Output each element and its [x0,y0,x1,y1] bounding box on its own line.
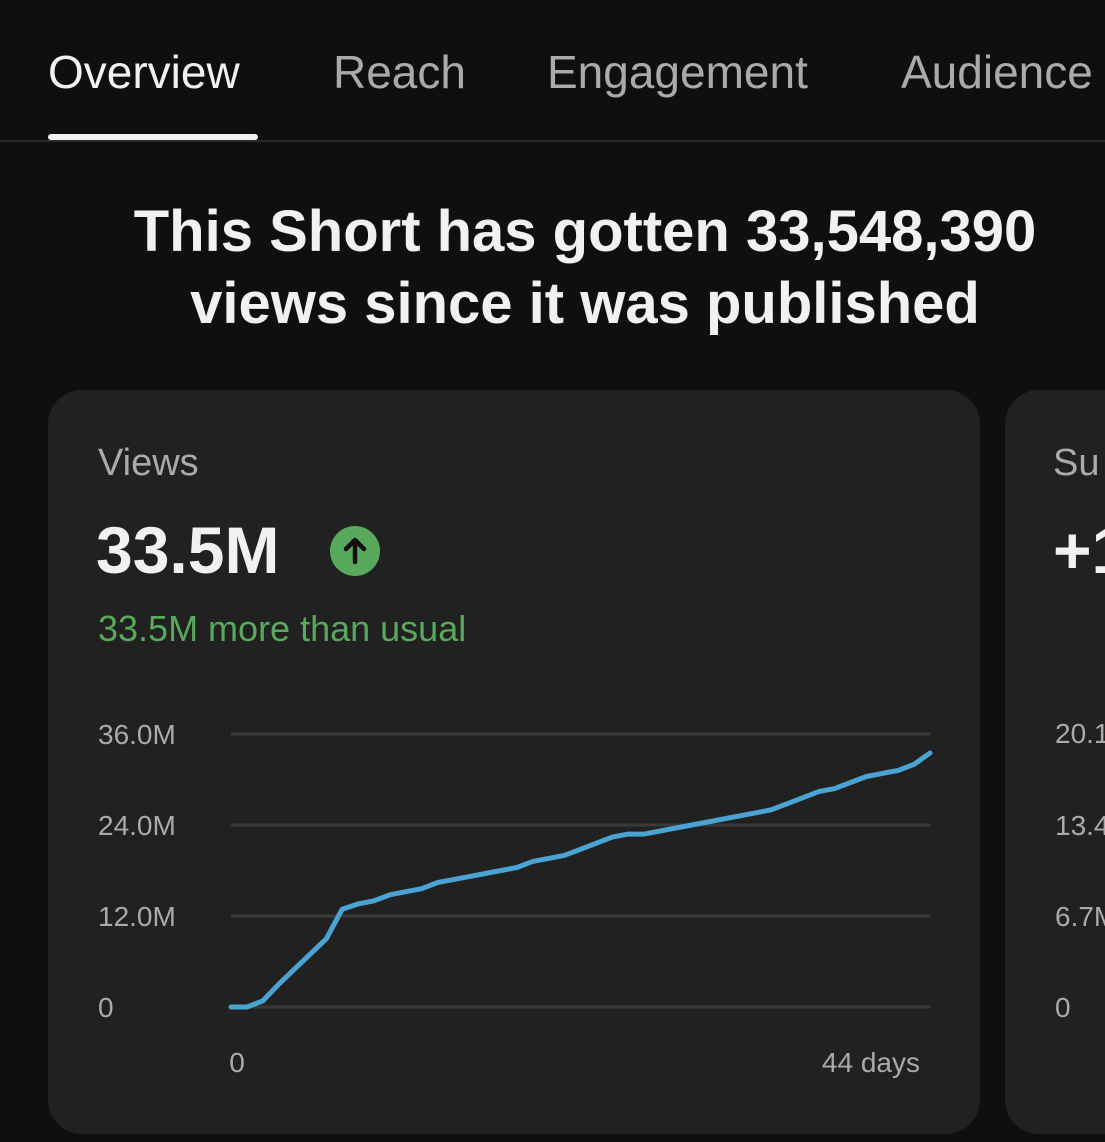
views-comparison-text: 33.5M more than usual [98,608,467,649]
subscribers-y-tick: 13.4 [1055,810,1105,841]
x-tick-label: 0 [229,1047,245,1078]
subscribers-y-tick: 6.7M [1055,901,1105,932]
tab-audience[interactable]: Audience [901,46,1093,98]
headline-line-2: views since it was published [190,271,980,336]
active-tab-indicator [48,134,258,140]
y-tick-label: 24.0M [98,810,176,841]
views-line-chart: 36.0M 24.0M 12.0M 0 0 44 days [98,719,933,1078]
subscribers-label: Su [1053,442,1100,484]
tab-engagement[interactable]: Engagement [547,46,808,98]
views-series-line [228,750,933,1010]
views-value: 33.5M [96,513,280,587]
tab-bar: Overview Reach Engagement Audience [0,0,1105,142]
subscribers-y-tick: 0 [1055,992,1071,1023]
subscribers-card-partial[interactable]: Su +1 20.1 13.4 6.7M 0 [1005,390,1105,1134]
y-tick-label: 0 [98,992,114,1023]
views-label: Views [98,442,199,484]
headline-line-1: This Short has gotten 33,548,390 [133,199,1037,264]
arrow-up-circle-icon [330,526,380,576]
y-tick-label: 36.0M [98,719,176,750]
views-headline: This Short has gotten 33,548,390 views s… [60,196,1105,340]
tab-reach[interactable]: Reach [333,46,466,98]
y-tick-label: 12.0M [98,901,176,932]
subscribers-value: +1 [1053,513,1105,587]
views-card[interactable]: Views 33.5M 33.5M more than usual 36.0M 2… [48,390,980,1134]
subscribers-y-tick: 20.1 [1055,718,1105,749]
x-tick-label: 44 days [822,1047,920,1078]
tab-overview[interactable]: Overview [48,46,240,98]
